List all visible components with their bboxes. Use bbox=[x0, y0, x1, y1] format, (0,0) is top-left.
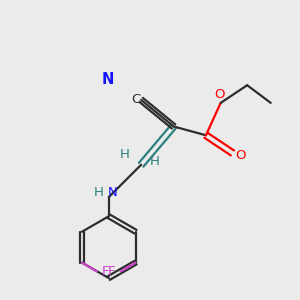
Text: F: F bbox=[102, 265, 109, 278]
Text: O: O bbox=[214, 88, 224, 100]
Text: H: H bbox=[94, 186, 103, 199]
Text: H: H bbox=[149, 155, 159, 168]
Text: O: O bbox=[236, 149, 246, 162]
Text: N: N bbox=[102, 72, 114, 87]
Text: H: H bbox=[120, 148, 130, 161]
Text: C: C bbox=[131, 93, 140, 106]
Text: N: N bbox=[107, 186, 117, 199]
Text: F: F bbox=[108, 265, 116, 278]
